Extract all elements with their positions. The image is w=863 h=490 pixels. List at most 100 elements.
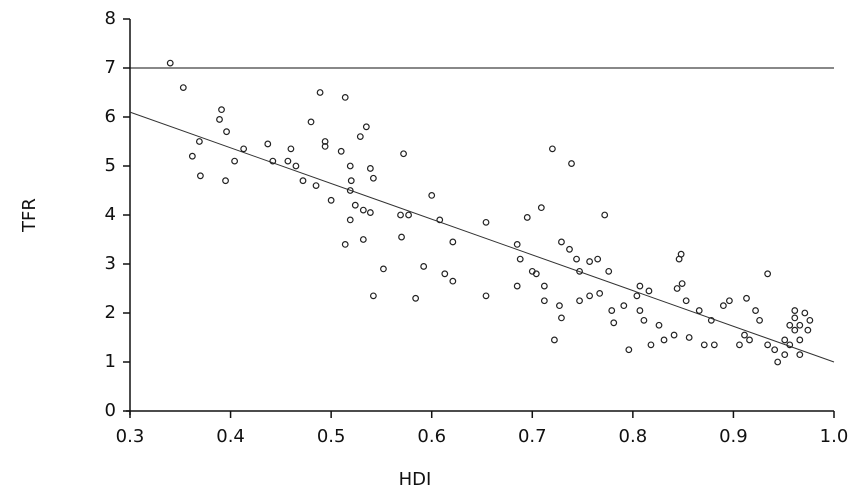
y-tick-label: 8: [105, 8, 116, 29]
point: [369, 174, 377, 182]
y-axis-label: TFR: [19, 198, 40, 233]
point: [645, 287, 653, 295]
point: [428, 191, 436, 199]
point: [726, 297, 733, 305]
point: [240, 145, 248, 153]
point: [743, 294, 750, 302]
point: [576, 297, 583, 305]
point: [196, 172, 204, 180]
point: [764, 270, 772, 278]
point: [791, 314, 799, 322]
point: [412, 294, 420, 302]
point: [269, 157, 277, 165]
point: [166, 59, 174, 67]
x-tick-label: 0.8: [619, 426, 648, 447]
point: [736, 341, 743, 349]
point: [608, 307, 616, 314]
point: [640, 316, 648, 324]
point: [700, 341, 708, 349]
point: [774, 358, 782, 366]
point: [752, 307, 759, 314]
x-tick-label: 0.6: [417, 426, 446, 447]
point: [719, 302, 727, 310]
point: [523, 214, 531, 221]
y-tick-label: 1: [105, 351, 116, 372]
point: [397, 211, 404, 219]
point: [549, 145, 556, 153]
point: [195, 138, 203, 145]
point: [566, 245, 573, 253]
point: [540, 282, 548, 290]
x-tick-label: 0.9: [719, 426, 748, 447]
point: [216, 116, 223, 123]
point: [673, 285, 681, 292]
point: [576, 267, 583, 275]
point: [312, 182, 320, 190]
point: [710, 341, 718, 349]
point: [594, 255, 602, 263]
point: [558, 238, 565, 246]
point: [625, 346, 633, 354]
point: [678, 280, 686, 288]
point: [636, 282, 644, 290]
point: [596, 290, 604, 297]
point: [482, 292, 490, 300]
point: [796, 351, 804, 359]
point: [356, 133, 364, 141]
point: [610, 319, 618, 327]
point: [532, 270, 540, 278]
point: [346, 162, 354, 170]
point: [292, 162, 300, 170]
point: [341, 93, 349, 101]
point: [605, 267, 613, 275]
point: [420, 263, 428, 270]
point: [359, 236, 367, 243]
point: [791, 326, 799, 334]
point: [316, 89, 324, 96]
point: [513, 282, 521, 290]
point: [586, 292, 594, 300]
y-tick-label: 5: [105, 155, 116, 176]
point: [307, 118, 315, 126]
point: [556, 302, 563, 310]
point: [551, 336, 558, 344]
point: [441, 270, 449, 278]
x-tick-label: 0.3: [116, 426, 145, 447]
y-tick-label: 7: [105, 57, 116, 78]
point: [801, 309, 809, 317]
point: [223, 128, 230, 136]
x-tick-label: 0.7: [518, 426, 547, 447]
point: [540, 297, 548, 305]
x-tick-label: 0.5: [317, 426, 346, 447]
point: [655, 321, 663, 329]
point: [264, 140, 272, 148]
point: [400, 150, 407, 158]
point: [222, 177, 229, 185]
point: [436, 216, 444, 224]
point: [449, 277, 457, 285]
point: [660, 336, 668, 344]
point: [786, 321, 794, 329]
point: [179, 84, 187, 91]
y-tick-label: 4: [105, 204, 116, 225]
point: [513, 240, 521, 248]
point: [299, 177, 307, 185]
point: [620, 302, 628, 310]
point: [746, 336, 753, 344]
point: [586, 258, 594, 265]
point: [516, 255, 524, 263]
point: [781, 351, 789, 359]
point: [362, 123, 370, 131]
point: [791, 307, 799, 314]
point: [284, 157, 292, 165]
x-tick-label: 1.0: [820, 426, 849, 447]
point: [804, 326, 812, 334]
y-tick-label: 2: [105, 302, 116, 323]
point: [337, 147, 345, 155]
point: [218, 106, 225, 114]
point: [287, 145, 295, 153]
y-tick-label: 0: [105, 400, 116, 421]
point: [327, 196, 335, 204]
point: [786, 341, 794, 349]
